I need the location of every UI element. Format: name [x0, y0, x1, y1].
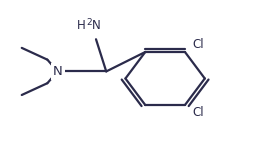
Text: 2: 2 [87, 18, 92, 27]
Text: H: H [77, 19, 86, 32]
Text: Cl: Cl [193, 38, 204, 51]
Text: N: N [53, 65, 62, 78]
Text: Cl: Cl [193, 106, 204, 119]
Text: N: N [92, 19, 101, 32]
